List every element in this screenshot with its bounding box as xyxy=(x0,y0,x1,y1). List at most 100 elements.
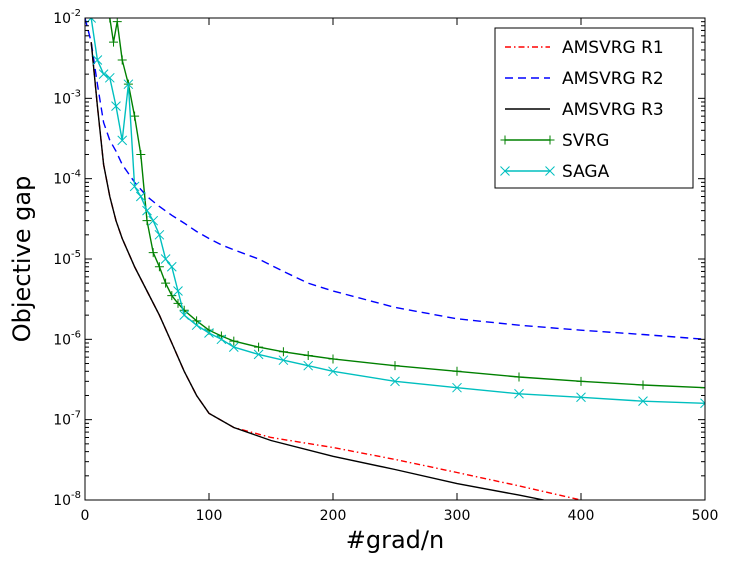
series-3-point-2 xyxy=(112,18,122,27)
legend-label-0: AMSVRG R1 xyxy=(562,38,664,58)
series-3-point-21 xyxy=(328,354,338,364)
y-tick-label-exponent: -5 xyxy=(71,249,81,260)
legend-label-1: AMSVRG R2 xyxy=(562,69,664,89)
series-4-point-7 xyxy=(129,181,140,192)
series-3-point-20 xyxy=(303,350,313,360)
series-3-point-19 xyxy=(278,347,288,357)
series-4-point-26 xyxy=(514,388,524,399)
legend-marker-4-a xyxy=(500,166,510,176)
series-3-point-27 xyxy=(700,383,705,393)
legend-marker-3-b xyxy=(545,135,555,145)
series-line-2 xyxy=(90,42,544,500)
y-tick-label-exponent: -7 xyxy=(71,410,81,421)
legend-box xyxy=(494,27,694,189)
series-4-point-13 xyxy=(166,261,177,272)
series-4-point-27 xyxy=(576,392,586,403)
series-3-point-0 xyxy=(105,18,115,23)
series-line-1 xyxy=(85,18,705,340)
series-4-point-17 xyxy=(204,328,214,338)
legend-label-4: SAGA xyxy=(562,162,610,182)
plot-frame xyxy=(84,17,706,501)
series-line-4 xyxy=(90,18,705,404)
series-4-point-18 xyxy=(216,334,227,345)
series-4-point-12 xyxy=(160,254,171,264)
series-4-point-15 xyxy=(179,310,190,321)
series-3-point-26 xyxy=(638,380,648,390)
series-4-point-22 xyxy=(303,360,314,371)
legend-label-3: SVRG xyxy=(562,131,609,151)
y-tick-labels: 10-810-710-610-510-410-310-2 xyxy=(53,8,81,509)
y-tick-label-exponent: -8 xyxy=(71,490,81,501)
y-tick-label-5: 10-3 xyxy=(53,88,81,107)
series-line-3 xyxy=(109,18,705,389)
x-tick-label-5: 500 xyxy=(692,508,719,524)
y-tick-label-exponent: -2 xyxy=(71,8,81,19)
legend-entry-4: SAGA xyxy=(500,162,610,182)
series-line-0 xyxy=(90,42,582,500)
series-4-point-6 xyxy=(123,79,134,90)
y-tick-label-base: 10 xyxy=(53,252,71,268)
y-tick-label-6: 10-2 xyxy=(53,8,81,27)
series-1 xyxy=(85,18,705,340)
series-3-point-9 xyxy=(154,262,164,272)
series-3-point-7 xyxy=(142,216,152,226)
legend-label-2: AMSVRG R3 xyxy=(562,100,664,120)
series-4-point-10 xyxy=(148,215,159,226)
y-tick-label-4: 10-4 xyxy=(53,169,81,188)
series-4-point-2 xyxy=(98,69,109,80)
y-tick-label-base: 10 xyxy=(53,172,71,188)
y-tick-label-base: 10 xyxy=(53,332,71,348)
series-0 xyxy=(90,42,582,500)
series-4-point-19 xyxy=(228,342,239,352)
series-4-point-14 xyxy=(173,286,183,296)
legend: AMSVRG R1 AMSVRG R2 AMSVRG R3 SVRG SAGA xyxy=(494,27,694,189)
y-tick-label-2: 10-6 xyxy=(53,329,81,348)
x-tick-label-4: 400 xyxy=(568,508,595,524)
legend-marker-3-a xyxy=(500,135,510,145)
series-3-point-1 xyxy=(109,37,119,47)
y-tick-label-1: 10-7 xyxy=(53,410,81,429)
series-4-point-29 xyxy=(700,398,705,409)
legend-marker-4-b xyxy=(545,166,555,176)
series-4-point-5 xyxy=(117,135,128,146)
x-tick-label-3: 300 xyxy=(444,508,471,524)
series-3-point-17 xyxy=(229,336,239,346)
series-4-point-20 xyxy=(253,349,264,360)
y-tick-label-exponent: -4 xyxy=(71,169,81,180)
series-4-point-16 xyxy=(191,320,202,331)
series-3-point-22 xyxy=(390,361,400,371)
series-4-point-4 xyxy=(111,101,121,111)
y-tick-label-base: 10 xyxy=(53,91,71,107)
series-4-point-0 xyxy=(86,18,97,23)
series-4-point-23 xyxy=(328,366,338,377)
y-tick-label-exponent: -3 xyxy=(71,88,81,99)
series-4-point-3 xyxy=(104,72,115,83)
series-4-point-28 xyxy=(638,396,648,407)
x-tick-label-1: 100 xyxy=(196,508,223,524)
series-3-point-10 xyxy=(161,278,171,288)
legend-entry-3: SVRG xyxy=(500,131,609,151)
series-4-point-24 xyxy=(390,376,400,387)
y-tick-label-base: 10 xyxy=(53,11,71,27)
series-3-point-25 xyxy=(576,376,586,386)
series-3-point-24 xyxy=(514,372,524,382)
series-4 xyxy=(86,18,705,409)
series-3-point-14 xyxy=(192,316,202,326)
series-layer xyxy=(85,18,705,500)
x-tick-label-0: 0 xyxy=(81,508,90,524)
series-4-point-8 xyxy=(135,191,146,202)
series-3-point-3 xyxy=(117,55,127,65)
series-3-point-23 xyxy=(452,366,462,376)
y-tick-label-base: 10 xyxy=(53,413,71,429)
y-axis-label: Objective gap xyxy=(8,176,36,343)
series-3-point-5 xyxy=(130,111,140,121)
y-tick-label-3: 10-5 xyxy=(53,249,81,268)
series-3-point-8 xyxy=(148,248,158,258)
series-3-point-18 xyxy=(254,342,264,352)
x-tick-label-2: 200 xyxy=(320,508,347,524)
legend-entry-1: AMSVRG R2 xyxy=(505,69,664,89)
y-tick-label-0: 10-8 xyxy=(53,490,81,509)
legend-entry-0: AMSVRG R1 xyxy=(505,38,664,58)
series-4-point-1 xyxy=(92,55,103,65)
